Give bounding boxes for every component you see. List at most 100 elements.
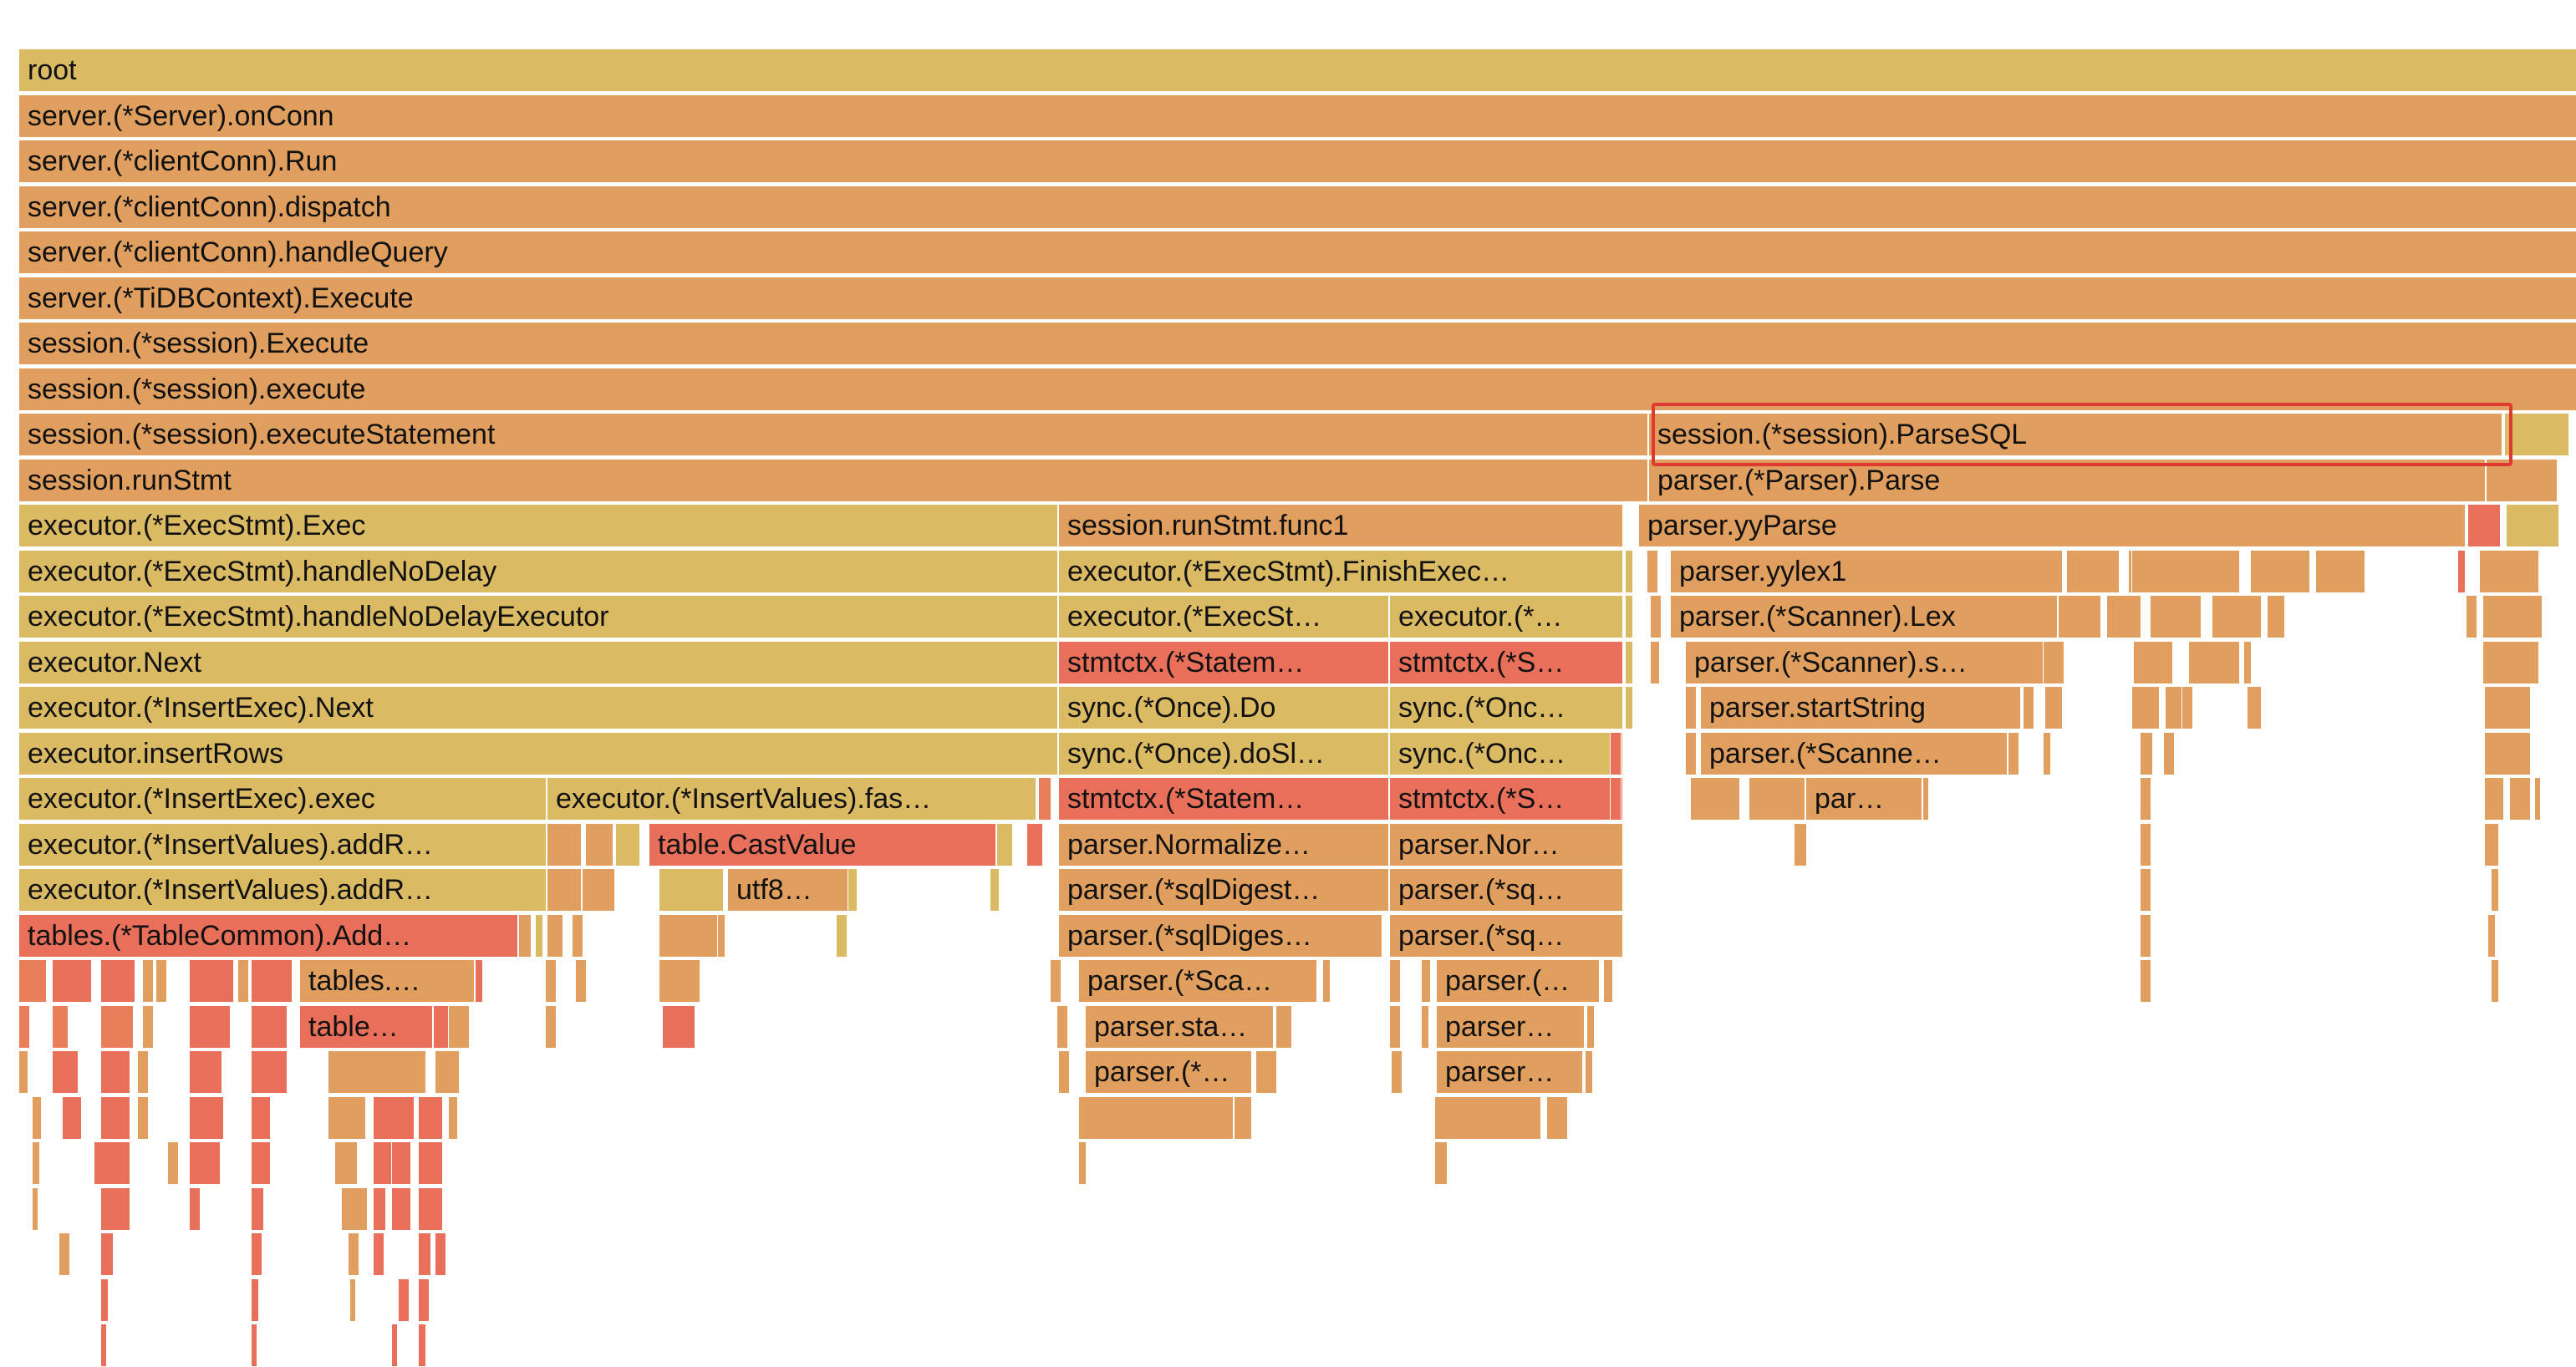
flame-frame-small[interactable]: [1625, 640, 1633, 684]
flame-frame-small[interactable]: [100, 1324, 107, 1367]
flame-frame-small[interactable]: [2140, 959, 2151, 1003]
flame-frame-small[interactable]: [189, 1141, 221, 1185]
flame-frame-small[interactable]: [2212, 595, 2262, 638]
flame-frame[interactable]: parser.Normalize…: [1058, 822, 1389, 866]
flame-frame-small[interactable]: [2140, 822, 2151, 866]
flame-frame-small[interactable]: [448, 1095, 458, 1140]
flame-frame-small[interactable]: [2487, 913, 2496, 958]
flame-frame-small[interactable]: [2043, 731, 2051, 775]
flame-frame-small[interactable]: [659, 959, 700, 1003]
flame-frame-small[interactable]: [2315, 549, 2365, 593]
flame-frame-small[interactable]: [137, 1050, 149, 1094]
flame-frame-small[interactable]: [373, 1141, 393, 1185]
flame-frame-small[interactable]: [1650, 640, 1660, 684]
flame-frame-small[interactable]: [2165, 686, 2183, 729]
flame-frame[interactable]: executor.(*…: [1389, 595, 1623, 638]
flame-frame[interactable]: table.CastValue: [649, 822, 996, 866]
flame-frame-small[interactable]: [435, 1050, 460, 1094]
flame-frame[interactable]: executor.insertRows: [18, 731, 1058, 775]
flame-frame-small[interactable]: [1546, 1095, 1568, 1140]
flame-frame[interactable]: session.(*session).executeStatement: [18, 413, 1648, 456]
flame-frame-small[interactable]: [2140, 913, 2151, 958]
flame-frame-small[interactable]: [1056, 1004, 1068, 1049]
flame-frame-small[interactable]: [32, 1095, 42, 1140]
flame-frame-small[interactable]: [2466, 595, 2477, 638]
flame-frame[interactable]: stmtctx.(*S…: [1389, 640, 1623, 684]
flame-frame-small[interactable]: [251, 1141, 271, 1185]
flame-frame-small[interactable]: [2243, 640, 2252, 684]
flame-frame-small[interactable]: [2467, 504, 2501, 547]
flame-frame-small[interactable]: [59, 1232, 70, 1276]
flame-frame-small[interactable]: [2163, 731, 2175, 775]
flame-frame-small[interactable]: [1255, 1050, 1277, 1094]
flame-frame-small[interactable]: [1389, 1004, 1401, 1049]
flame-frame-small[interactable]: [418, 1141, 443, 1185]
flame-frame-small[interactable]: [398, 1278, 410, 1322]
flame-frame-small[interactable]: [1610, 731, 1621, 775]
flame-frame-small[interactable]: [1610, 777, 1621, 821]
flame-frame-small[interactable]: [52, 959, 92, 1003]
flame-frame[interactable]: parser.startString: [1700, 686, 2021, 729]
flame-frame-small[interactable]: [32, 1187, 38, 1231]
flame-frame-small[interactable]: [1434, 1141, 1448, 1185]
flame-frame-small[interactable]: [100, 1050, 130, 1094]
flame-frame[interactable]: sync.(*Onc…: [1389, 731, 1623, 775]
flame-frame[interactable]: server.(*clientConn).dispatch: [18, 185, 2576, 229]
flame-frame-small[interactable]: [251, 1004, 288, 1049]
flame-frame[interactable]: sync.(*Onc…: [1389, 686, 1623, 729]
flame-frame-small[interactable]: [2484, 686, 2531, 729]
flame-frame-small[interactable]: [373, 1232, 384, 1276]
flame-frame-small[interactable]: [2457, 549, 2466, 593]
flame-frame-small[interactable]: [585, 822, 613, 866]
flame-frame-small[interactable]: [391, 1187, 411, 1231]
flame-frame-small[interactable]: [547, 913, 563, 958]
flame-frame[interactable]: session.(*session).ParseSQL: [1648, 413, 2502, 456]
flame-frame[interactable]: server.(*TiDBContext).Execute: [18, 276, 2576, 320]
flame-frame-small[interactable]: [535, 913, 543, 958]
flame-frame[interactable]: session.(*session).Execute: [18, 322, 2576, 365]
flame-frame[interactable]: parser.(*sq…: [1389, 868, 1623, 912]
flame-frame[interactable]: server.(*clientConn).handleQuery: [18, 231, 2576, 274]
flame-frame[interactable]: sync.(*Once).Do: [1058, 686, 1389, 729]
flame-frame-small[interactable]: [100, 1095, 130, 1140]
flame-frame-small[interactable]: [2066, 549, 2120, 593]
flame-frame-small[interactable]: [2023, 686, 2034, 729]
flame-frame-small[interactable]: [1078, 1141, 1087, 1185]
flame-frame-small[interactable]: [100, 1232, 114, 1276]
flame-frame[interactable]: parser.(*sq…: [1389, 913, 1623, 958]
flame-frame-small[interactable]: [518, 913, 532, 958]
flame-frame-small[interactable]: [582, 868, 615, 912]
flame-frame-small[interactable]: [1625, 595, 1633, 638]
flame-frame-small[interactable]: [1038, 777, 1051, 821]
flame-frame-small[interactable]: [18, 959, 47, 1003]
flame-frame-small[interactable]: [100, 1187, 130, 1231]
flame-frame-small[interactable]: [373, 1187, 386, 1231]
flame-frame-small[interactable]: [94, 1141, 130, 1185]
flame-frame-small[interactable]: [1078, 1095, 1234, 1140]
flame-frame-small[interactable]: [848, 868, 858, 912]
flame-frame-small[interactable]: [1050, 959, 1061, 1003]
flame-frame-small[interactable]: [418, 1095, 443, 1140]
flame-frame[interactable]: par…: [1805, 777, 1922, 821]
flame-frame[interactable]: parser.(*Parser).Parse: [1648, 458, 2486, 502]
flame-frame-small[interactable]: [2133, 640, 2173, 684]
flame-frame-small[interactable]: [1685, 686, 1697, 729]
flame-frame[interactable]: server.(*clientConn).Run: [18, 140, 2576, 183]
flame-frame-small[interactable]: [328, 1050, 426, 1094]
flame-frame-small[interactable]: [2131, 686, 2160, 729]
flame-frame-small[interactable]: [547, 822, 582, 866]
flame-frame-small[interactable]: [349, 1278, 356, 1322]
flame-frame-small[interactable]: [418, 1187, 443, 1231]
flame-frame-small[interactable]: [2247, 686, 2262, 729]
flame-frame-small[interactable]: [373, 1095, 415, 1140]
flame-frame-small[interactable]: [418, 1232, 431, 1276]
flame-frame-small[interactable]: [2484, 822, 2499, 866]
flame-frame-small[interactable]: [547, 868, 582, 912]
flame-frame-small[interactable]: [2044, 686, 2063, 729]
flame-frame[interactable]: executor.(*ExecStmt).handleNoDelay: [18, 549, 1058, 593]
flame-frame-small[interactable]: [662, 1004, 695, 1049]
flame-frame-small[interactable]: [1650, 595, 1662, 638]
flame-frame-small[interactable]: [251, 1187, 264, 1231]
flame-frame-small[interactable]: [2188, 640, 2240, 684]
flame-frame-small[interactable]: [1389, 959, 1401, 1003]
